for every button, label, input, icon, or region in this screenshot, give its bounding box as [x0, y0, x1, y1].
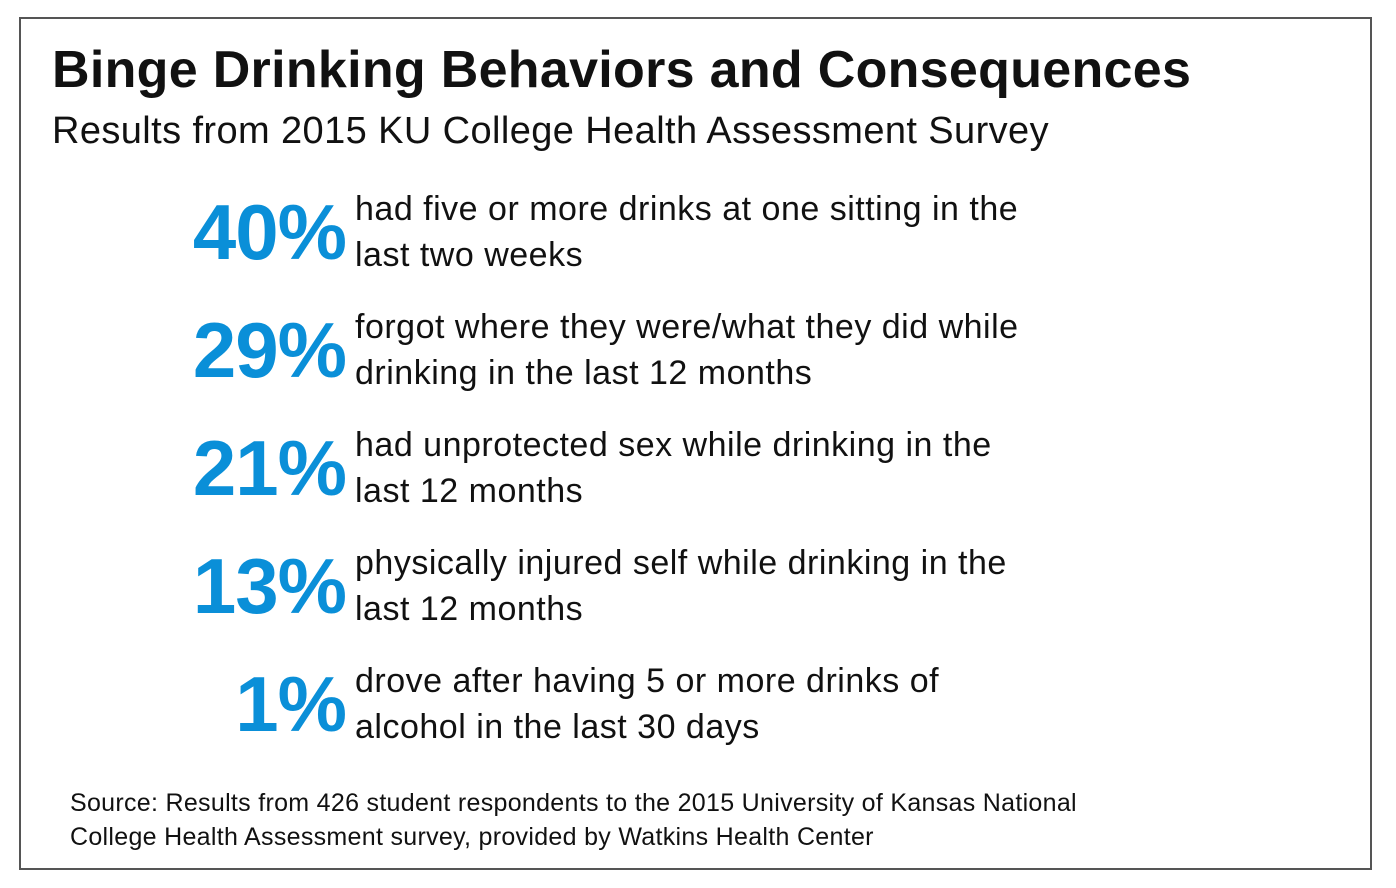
stat-description-line: drinking in the last 12 months	[355, 354, 813, 392]
stat-description-line: last two weeks	[355, 236, 584, 274]
stat-description: forgot where they were/what they did whi…	[355, 304, 1019, 396]
source-line: College Health Assessment survey, provid…	[70, 823, 874, 851]
stat-description: physically injured self while drinking i…	[355, 540, 1007, 632]
stat-value: 40%	[192, 188, 347, 276]
page-title: Binge Drinking Behaviors and Consequence…	[52, 41, 1192, 99]
stat-description: drove after having 5 or more drinks of a…	[355, 658, 939, 750]
source-line: Source: Results from 426 student respond…	[70, 789, 1077, 817]
stat-description-line: forgot where they were/what they did whi…	[355, 308, 1019, 346]
stat-description: had five or more drinks at one sitting i…	[355, 186, 1018, 278]
stat-value: 21%	[192, 424, 347, 512]
stat-description-line: had unprotected sex while drinking in th…	[355, 426, 992, 464]
stat-value: 1%	[235, 660, 347, 748]
stat-item: 40% had five or more drinks at one sitti…	[0, 182, 1396, 282]
infographic-frame	[19, 17, 1372, 870]
stat-description: had unprotected sex while drinking in th…	[355, 422, 992, 514]
stat-value: 29%	[192, 306, 347, 394]
stat-item: 13% physically injured self while drinki…	[0, 536, 1396, 636]
stat-description-line: last 12 months	[355, 590, 584, 628]
stat-description-line: drove after having 5 or more drinks of	[355, 662, 940, 700]
stat-value: 13%	[192, 542, 347, 630]
stat-description-line: last 12 months	[355, 472, 584, 510]
stat-item: 1% drove after having 5 or more drinks o…	[0, 654, 1396, 754]
stat-description-line: alcohol in the last 30 days	[355, 708, 760, 746]
stat-description-line: had five or more drinks at one sitting i…	[355, 190, 1019, 228]
stat-description-line: physically injured self while drinking i…	[355, 544, 1007, 582]
page-subtitle: Results from 2015 KU College Health Asse…	[52, 110, 1049, 152]
stat-item: 21% had unprotected sex while drinking i…	[0, 418, 1396, 518]
stat-item: 29% forgot where they were/what they did…	[0, 300, 1396, 400]
source-note: Source: Results from 426 student respond…	[70, 786, 1077, 854]
